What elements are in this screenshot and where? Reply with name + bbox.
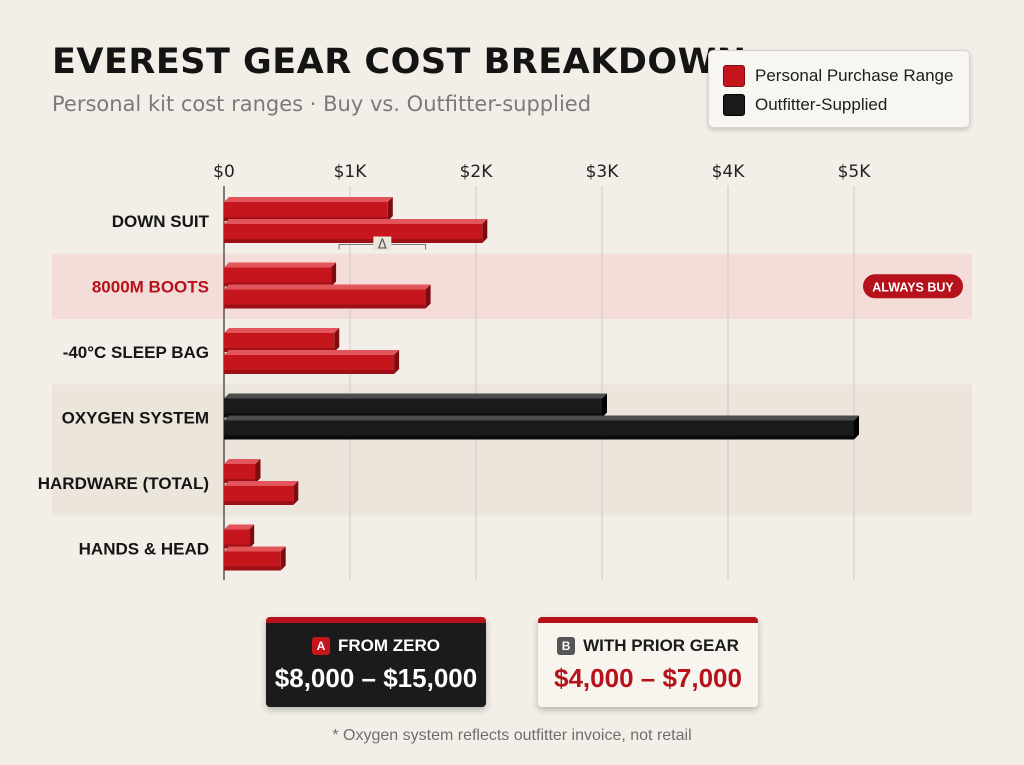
bar-low-hands-head xyxy=(224,524,255,549)
bar-low-40-c-sleep-bag xyxy=(224,328,340,352)
bar-high-8000m-boots xyxy=(224,284,431,309)
bar-low-down-suit xyxy=(224,197,393,221)
legend-label-outfitter: Outfitter-Supplied xyxy=(755,95,888,114)
x-tick-label: $3K xyxy=(586,162,620,182)
callout-prior-gear: B WITH PRIOR GEAR $4,000 – $7,000 xyxy=(538,617,758,707)
callout-from-zero-value: $8,000 – $15,000 xyxy=(274,663,478,693)
legend: Personal Purchase Range Outfitter-Suppli… xyxy=(708,50,970,128)
callout-prior-gear-value: $4,000 – $7,000 xyxy=(554,663,742,693)
category-label-hardware-total: HARDWARE (TOTAL) xyxy=(38,474,209,493)
x-tick-label: $0 xyxy=(213,162,235,182)
category-label-40-c-sleep-bag: -40°C SLEEP BAG xyxy=(63,343,209,362)
row-band-hardware-total xyxy=(52,450,972,516)
callout-prior-gear-header: B WITH PRIOR GEAR xyxy=(538,636,758,656)
always-buy-badge-label: ALWAYS BUY xyxy=(872,280,954,294)
legend-swatch-outfitter xyxy=(723,94,745,116)
chart-title: EVEREST GEAR COST BREAKDOWN xyxy=(52,42,747,82)
x-tick-label: $4K xyxy=(712,162,746,182)
delta-mask xyxy=(373,236,392,251)
category-label-down-suit: DOWN SUIT xyxy=(112,212,210,231)
callout-from-zero-header: A FROM ZERO xyxy=(266,636,486,656)
bar-chart: $0 $1K $2K $3K $4K $5K DOWN SUIT 8000M BOOTS Δ AL… xyxy=(38,162,972,580)
row-band-8000m-boots xyxy=(52,253,972,319)
bar-high-40-c-sleep-bag xyxy=(224,350,400,374)
always-buy-badge xyxy=(863,274,963,299)
x-tick-label: $5K xyxy=(838,162,872,182)
bar-low-hardware-total xyxy=(224,459,261,483)
delta-symbol: Δ xyxy=(378,238,387,253)
bar-high-hands-head xyxy=(224,546,286,571)
callout-from-zero-badge: A xyxy=(312,637,330,655)
bar-high-hardware-total xyxy=(224,481,299,505)
x-tick-label: $1K xyxy=(334,162,368,182)
x-tick-label: $2K xyxy=(460,162,494,182)
legend-item-personal: Personal Purchase Range xyxy=(723,64,953,88)
category-label-8000m-boots: 8000M BOOTS xyxy=(92,277,209,296)
legend-item-outfitter: Outfitter-Supplied xyxy=(723,93,887,117)
footnote: * Oxygen system reflects outfitter invoi… xyxy=(332,727,692,744)
callout-from-zero-label: FROM ZERO xyxy=(338,636,440,655)
bar-high-oxygen-system xyxy=(224,415,859,440)
bar-low-8000m-boots xyxy=(224,262,337,287)
bar-high-down-suit xyxy=(224,219,488,243)
callout-prior-gear-badge: B xyxy=(557,637,576,655)
bar-low-oxygen-system xyxy=(224,393,607,418)
category-label-hands-head: HANDS & HEAD xyxy=(79,539,209,558)
legend-swatch-personal xyxy=(723,65,745,87)
callout-from-zero: A FROM ZERO $8,000 – $15,000 xyxy=(266,617,486,707)
legend-label-personal: Personal Purchase Range xyxy=(755,66,954,85)
category-label-oxygen-system: OXYGEN SYSTEM xyxy=(62,408,209,427)
chart-subtitle: Personal kit cost ranges · Buy vs. Outfi… xyxy=(52,92,592,116)
callout-prior-gear-label: WITH PRIOR GEAR xyxy=(583,636,739,655)
